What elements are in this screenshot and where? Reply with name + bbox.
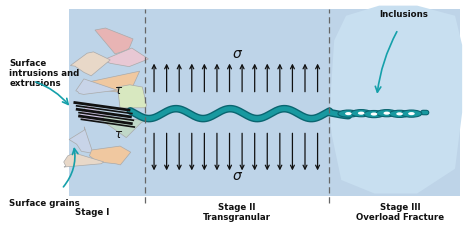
- Text: τ: τ: [115, 83, 122, 97]
- Text: Surface
intrusions and
extrusions: Surface intrusions and extrusions: [9, 58, 80, 88]
- Polygon shape: [70, 52, 110, 76]
- Ellipse shape: [376, 110, 397, 117]
- Text: Stage I: Stage I: [75, 208, 109, 217]
- Text: Inclusions: Inclusions: [379, 10, 428, 19]
- Polygon shape: [76, 79, 117, 94]
- Text: Stage III
Overload Fracture: Stage III Overload Fracture: [356, 203, 445, 222]
- Polygon shape: [329, 6, 462, 194]
- Text: Surface grains: Surface grains: [9, 199, 80, 208]
- Polygon shape: [100, 116, 147, 138]
- Polygon shape: [90, 146, 131, 165]
- Text: τ: τ: [115, 128, 122, 142]
- Polygon shape: [118, 85, 146, 108]
- Text: σ: σ: [233, 169, 241, 182]
- Text: σ: σ: [233, 47, 241, 61]
- Text: Stage II
Transgranular: Stage II Transgranular: [203, 203, 271, 222]
- Polygon shape: [95, 28, 133, 54]
- Polygon shape: [64, 153, 104, 167]
- Ellipse shape: [358, 112, 365, 115]
- Ellipse shape: [389, 110, 410, 117]
- Ellipse shape: [364, 110, 384, 118]
- Ellipse shape: [408, 112, 415, 115]
- Ellipse shape: [345, 112, 352, 115]
- Polygon shape: [69, 127, 93, 153]
- Ellipse shape: [371, 112, 377, 116]
- Polygon shape: [89, 71, 140, 92]
- Polygon shape: [69, 9, 460, 196]
- Ellipse shape: [351, 110, 372, 117]
- Polygon shape: [103, 48, 148, 67]
- Ellipse shape: [383, 112, 390, 115]
- Ellipse shape: [396, 112, 403, 115]
- Ellipse shape: [338, 110, 359, 117]
- Polygon shape: [78, 105, 118, 121]
- Ellipse shape: [401, 110, 422, 117]
